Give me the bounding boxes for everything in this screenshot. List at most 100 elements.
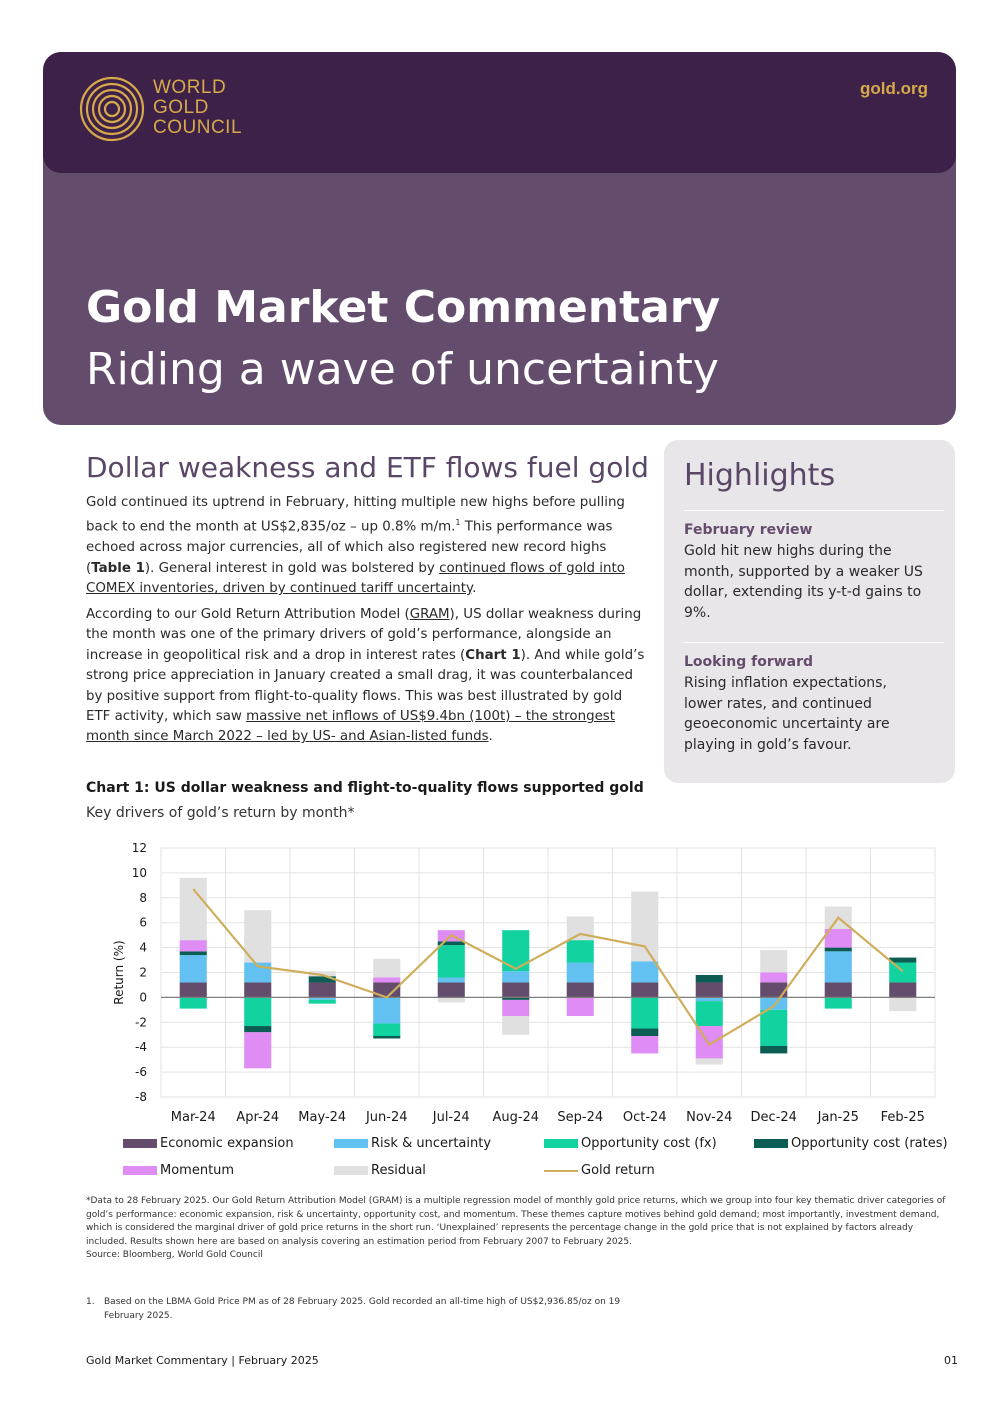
bar-segment bbox=[631, 997, 659, 1029]
table-1-link[interactable]: Table 1 bbox=[91, 560, 145, 576]
bar-segment bbox=[179, 951, 207, 956]
etf-inflows-link[interactable]: massive net inflows of US$9.4bn (100t) –… bbox=[86, 709, 616, 745]
gram-link[interactable]: GRAM bbox=[409, 607, 450, 622]
bar-segment bbox=[373, 982, 401, 998]
bar-segment bbox=[244, 1032, 272, 1069]
footnote-body: Based on the LBMA Gold Price PM as of 28… bbox=[104, 1297, 621, 1321]
chart-subtitle: Key drivers of gold’s return by month* bbox=[86, 805, 355, 821]
highlight-heading: Looking forward bbox=[684, 654, 814, 670]
legend-item: Economic expansion bbox=[123, 1136, 294, 1151]
bar-segment bbox=[824, 997, 852, 1009]
bar-segment bbox=[373, 958, 401, 978]
bar-segment bbox=[889, 997, 917, 1012]
bar-segment bbox=[566, 940, 594, 963]
chart-legend: Economic expansion Risk & uncertainty Op… bbox=[120, 1133, 950, 1183]
world-gold-council-logo[interactable]: WORLD GOLD COUNCIL bbox=[79, 76, 269, 142]
paragraph-1: Gold continued its uptrend in February, … bbox=[86, 493, 646, 600]
bar-segment bbox=[373, 1023, 401, 1036]
bar-segment bbox=[179, 982, 207, 998]
bar-segment bbox=[502, 982, 530, 998]
text-run: ), US dollar weakness during the month w… bbox=[86, 607, 642, 663]
bar-segment bbox=[566, 997, 594, 1017]
bar-segment bbox=[631, 1035, 659, 1054]
x-tick-label: Jul-24 bbox=[432, 1110, 470, 1125]
gold-rings-icon bbox=[79, 76, 145, 142]
logo-line: WORLD bbox=[153, 77, 227, 98]
y-tick-label: 12 bbox=[132, 841, 147, 855]
bar-segment bbox=[437, 945, 465, 978]
bar-segment bbox=[695, 1058, 723, 1065]
site-link[interactable]: gold.org bbox=[860, 79, 928, 98]
legend-swatch bbox=[123, 1139, 157, 1148]
legend-label: Opportunity cost (rates) bbox=[791, 1136, 948, 1151]
legend-swatch bbox=[334, 1166, 368, 1175]
text-run: ). And while gold’s strong price appreci… bbox=[86, 647, 645, 725]
legend-label: Risk & uncertainty bbox=[371, 1136, 492, 1151]
comex-flows-link[interactable]: continued flows of gold into COMEX inven… bbox=[86, 560, 625, 597]
legend-item: Opportunity cost (fx) bbox=[544, 1136, 717, 1151]
page-number: 01 bbox=[944, 1354, 958, 1367]
bar-segment bbox=[308, 997, 336, 1000]
footnote-text: *Data to 28 February 2025. Our Gold Retu… bbox=[86, 1196, 946, 1247]
legend-label: Momentum bbox=[160, 1163, 235, 1178]
legend-line-swatch bbox=[544, 1169, 578, 1172]
header-top-bar: WORLD GOLD COUNCIL gold.org bbox=[43, 52, 956, 173]
bar-segment bbox=[308, 976, 336, 983]
footer-title: Gold Market Commentary | February 2025 bbox=[86, 1354, 319, 1367]
bar-segment bbox=[373, 997, 401, 1024]
text-run: Gold continued its uptrend in February, … bbox=[86, 495, 625, 535]
gold-return-line bbox=[192, 888, 904, 1047]
x-tick-label: Jan-25 bbox=[817, 1110, 859, 1125]
bar-segment bbox=[373, 977, 401, 983]
bar-segment bbox=[631, 961, 659, 983]
text-run: According to our Gold Return Attribution… bbox=[86, 607, 410, 622]
paragraph-2: According to our Gold Return Attribution… bbox=[86, 605, 646, 748]
legend-item: Gold return bbox=[544, 1163, 655, 1178]
legend-label: Economic expansion bbox=[160, 1136, 294, 1151]
chart-title: Chart 1: US dollar weakness and flight-t… bbox=[86, 780, 644, 796]
bar-segment bbox=[824, 951, 852, 983]
drivers-bar-chart: 12 10 8 6 4 2 0 -2 -4 -6 -8 Mar-24 Apr-24 May-24 Jun-2… bbox=[112, 841, 936, 1125]
bar-segment bbox=[179, 955, 207, 983]
bar-segment bbox=[760, 982, 788, 998]
x-tick-label: Apr-24 bbox=[236, 1110, 279, 1125]
footnote-number: 1. bbox=[86, 1297, 95, 1307]
bar-segment bbox=[760, 997, 788, 1010]
bar-segment bbox=[437, 982, 465, 998]
text-run: . bbox=[488, 729, 493, 745]
bar-segment bbox=[179, 877, 207, 941]
y-tick-label: -4 bbox=[135, 1040, 147, 1054]
bar-segment bbox=[437, 997, 465, 1003]
logo-line: GOLD bbox=[153, 97, 209, 118]
legend-swatch bbox=[123, 1166, 157, 1175]
logo-line: COUNCIL bbox=[153, 117, 243, 138]
x-tick-label: Jun-24 bbox=[365, 1110, 408, 1125]
bar-segment bbox=[308, 982, 336, 998]
x-tick-label: Nov-24 bbox=[686, 1110, 732, 1125]
y-tick-label: 2 bbox=[139, 966, 147, 980]
x-tick-label: May-24 bbox=[298, 1110, 346, 1125]
legend-swatch bbox=[334, 1139, 368, 1148]
bar-segment bbox=[308, 999, 336, 1004]
text-run: This performance was echoed across major… bbox=[86, 519, 613, 576]
bar-segment bbox=[889, 962, 917, 983]
x-tick-label: Dec-24 bbox=[751, 1110, 797, 1125]
bar-segment bbox=[695, 1001, 723, 1027]
chart-1-link[interactable]: Chart 1 bbox=[465, 647, 521, 663]
bar-segment bbox=[760, 1045, 788, 1054]
bar-segment bbox=[824, 982, 852, 998]
bar-segment bbox=[437, 941, 465, 946]
bar-segment bbox=[437, 977, 465, 983]
footnote-ref[interactable]: 1 bbox=[455, 518, 461, 528]
logo-wordmark: WORLD GOLD COUNCIL bbox=[153, 78, 242, 138]
legend-item: Residual bbox=[334, 1163, 426, 1178]
bar-segment bbox=[502, 1016, 530, 1035]
page-footnote: 1. Based on the LBMA Gold Price PM as of… bbox=[86, 1295, 646, 1323]
legend-item: Risk & uncertainty bbox=[334, 1136, 491, 1151]
bar-segment bbox=[502, 997, 530, 1000]
bar-segment bbox=[502, 971, 530, 983]
x-tick-label: Feb-25 bbox=[881, 1110, 925, 1125]
bar-segment bbox=[695, 974, 723, 983]
y-tick-label: 8 bbox=[139, 891, 147, 905]
bar-segment bbox=[566, 982, 594, 998]
